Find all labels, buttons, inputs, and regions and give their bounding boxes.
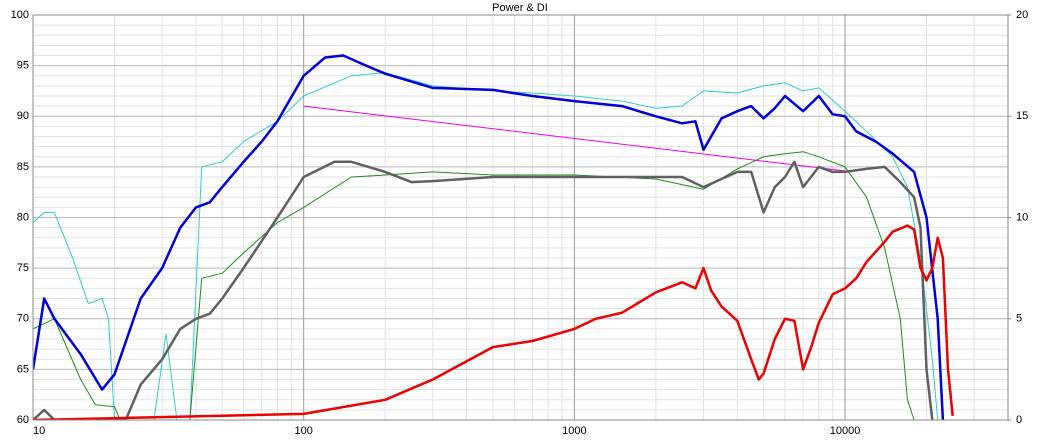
y2-tick-label: 5 (1016, 313, 1022, 325)
lines (33, 54, 954, 420)
y-tick-label: 65 (17, 363, 29, 375)
y-tick-label: 95 (17, 60, 29, 72)
y2-tick-label: 20 (1016, 9, 1028, 21)
x-tick-label: 10 (33, 425, 45, 437)
y-tick-label: 60 (17, 414, 29, 426)
y2-tick-label: 10 (1016, 211, 1028, 223)
x-tick-label: 10000 (830, 425, 861, 437)
y-tick-label: 90 (17, 110, 29, 122)
series-line (303, 105, 846, 172)
y-tick-label: 75 (17, 262, 29, 274)
y2-tick-label: 15 (1016, 110, 1028, 122)
series-line (33, 224, 954, 420)
x-tick-label: 1000 (562, 425, 586, 437)
y-tick-label: 80 (17, 211, 29, 223)
grid (32, 14, 1008, 421)
chart-title: Power & DI (492, 2, 548, 14)
y-tick-label: 85 (17, 161, 29, 173)
x-tick-label: 100 (294, 425, 312, 437)
series-line (33, 160, 934, 420)
y-tick-label: 70 (17, 313, 29, 325)
y2-tick-label: 0 (1016, 414, 1022, 426)
y-tick-label: 100 (11, 9, 29, 21)
series-line (33, 54, 945, 420)
series-line (33, 72, 939, 420)
